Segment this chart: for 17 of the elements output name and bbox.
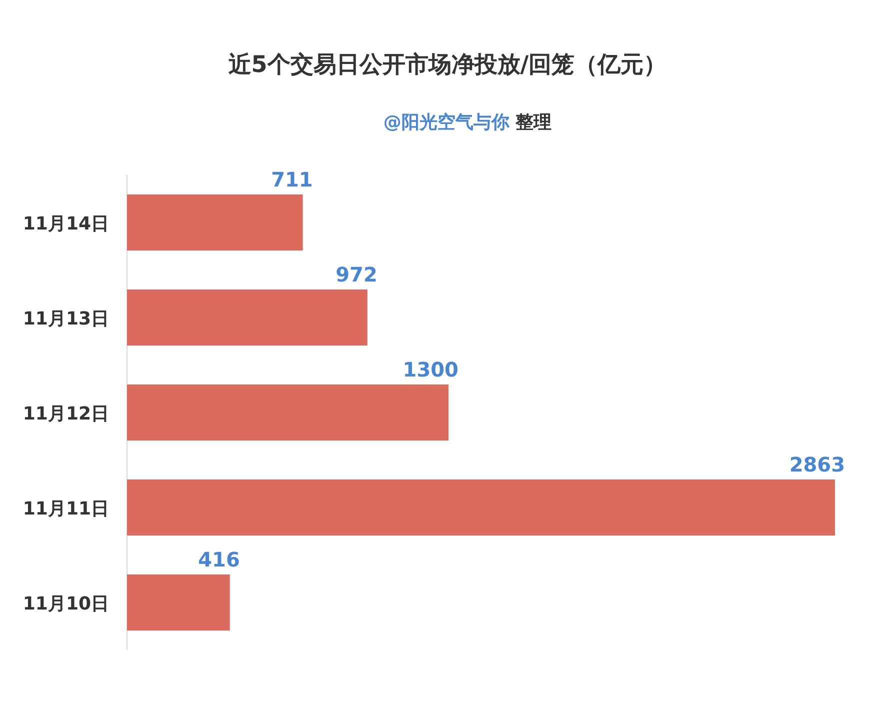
y-tick-label: 11月14日 bbox=[22, 214, 109, 234]
data-label: 1300 bbox=[402, 357, 458, 382]
y-tick-label: 11月12日 bbox=[22, 404, 109, 424]
bar bbox=[127, 574, 230, 631]
y-tick-label: 11月11日 bbox=[22, 498, 109, 520]
bar bbox=[127, 289, 368, 346]
chart-subtitle: @阳光空气与你 整理 bbox=[383, 112, 552, 133]
data-label: 972 bbox=[336, 262, 378, 286]
bar bbox=[127, 479, 835, 536]
y-tick-label: 11月13日 bbox=[22, 308, 109, 330]
y-tick-label: 11月10日 bbox=[22, 594, 109, 614]
data-label: 2863 bbox=[789, 452, 845, 476]
bar bbox=[127, 384, 448, 441]
data-label: 416 bbox=[198, 547, 240, 572]
data-label: 711 bbox=[271, 167, 313, 192]
chart-title: 近5个交易日公开市场净投放/回笼（亿元） bbox=[227, 51, 667, 78]
bar bbox=[127, 194, 303, 251]
